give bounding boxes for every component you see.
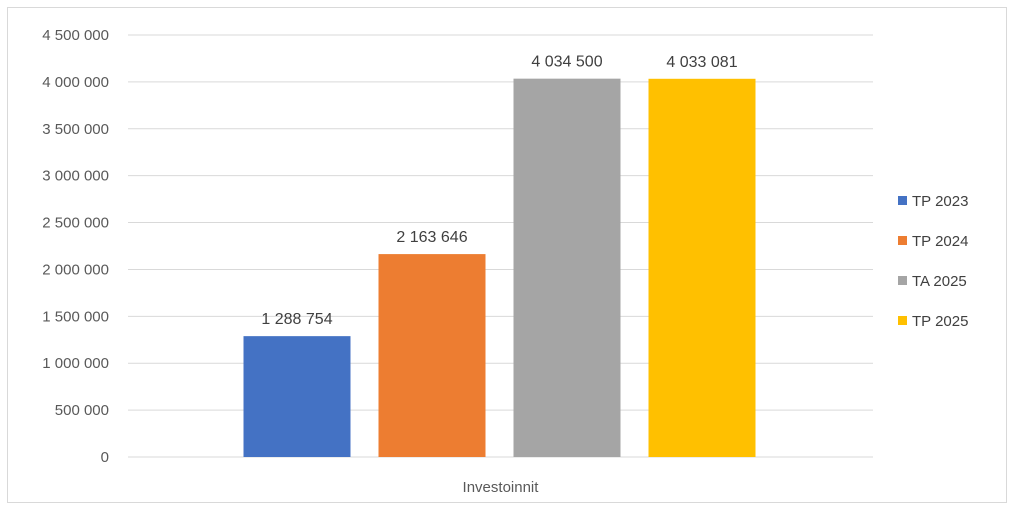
legend-item: TA 2025: [898, 273, 967, 290]
y-tick-label: 3 000 000: [42, 168, 109, 185]
legend-swatch: [898, 196, 907, 205]
y-tick-label: 0: [101, 449, 109, 466]
legend-label: TP 2025: [912, 313, 968, 330]
legend-item: TP 2023: [898, 193, 968, 210]
y-axis-ticks: 0 500 000 1 000 000 1 500 000 2 000 000 2 500…: [42, 27, 109, 466]
y-tick-label: 4 000 000: [42, 74, 109, 91]
legend-item: TP 2024: [898, 233, 968, 250]
data-label: 2 163 646: [396, 229, 467, 246]
data-labels: 1 288 754 2 163 646 4 034 500 4 033 081: [261, 54, 737, 328]
bar-tp-2025: [648, 78, 756, 458]
data-label: 4 034 500: [531, 54, 602, 71]
bar-tp-2024: [378, 254, 486, 457]
legend-label: TP 2023: [912, 193, 968, 210]
bar-ta-2025: [513, 78, 621, 457]
y-tick-label: 2 500 000: [42, 215, 109, 232]
y-tick-label: 4 500 000: [42, 27, 109, 44]
legend-label: TA 2025: [912, 273, 967, 290]
legend-item: TP 2025: [898, 313, 968, 330]
data-label: 4 033 081: [666, 54, 737, 71]
y-tick-label: 500 000: [55, 402, 109, 419]
legend: TP 2023 TP 2024 TA 2025 TP 2025: [898, 193, 968, 330]
legend-swatch: [898, 276, 907, 285]
legend-label: TP 2024: [912, 233, 968, 250]
bars: [243, 78, 756, 458]
x-category-label: Investoinnit: [463, 479, 540, 496]
gridlines: [128, 34, 873, 458]
y-tick-label: 3 500 000: [42, 121, 109, 138]
chart-frame: [7, 7, 1007, 503]
y-tick-label: 1 000 000: [42, 355, 109, 372]
data-label: 1 288 754: [261, 311, 332, 328]
y-tick-label: 1 500 000: [42, 308, 109, 325]
legend-swatch: [898, 316, 907, 325]
bar-tp-2023: [243, 336, 351, 457]
x-axis-categories: Investoinnit: [463, 479, 540, 496]
legend-swatch: [898, 236, 907, 245]
y-tick-label: 2 000 000: [42, 261, 109, 278]
